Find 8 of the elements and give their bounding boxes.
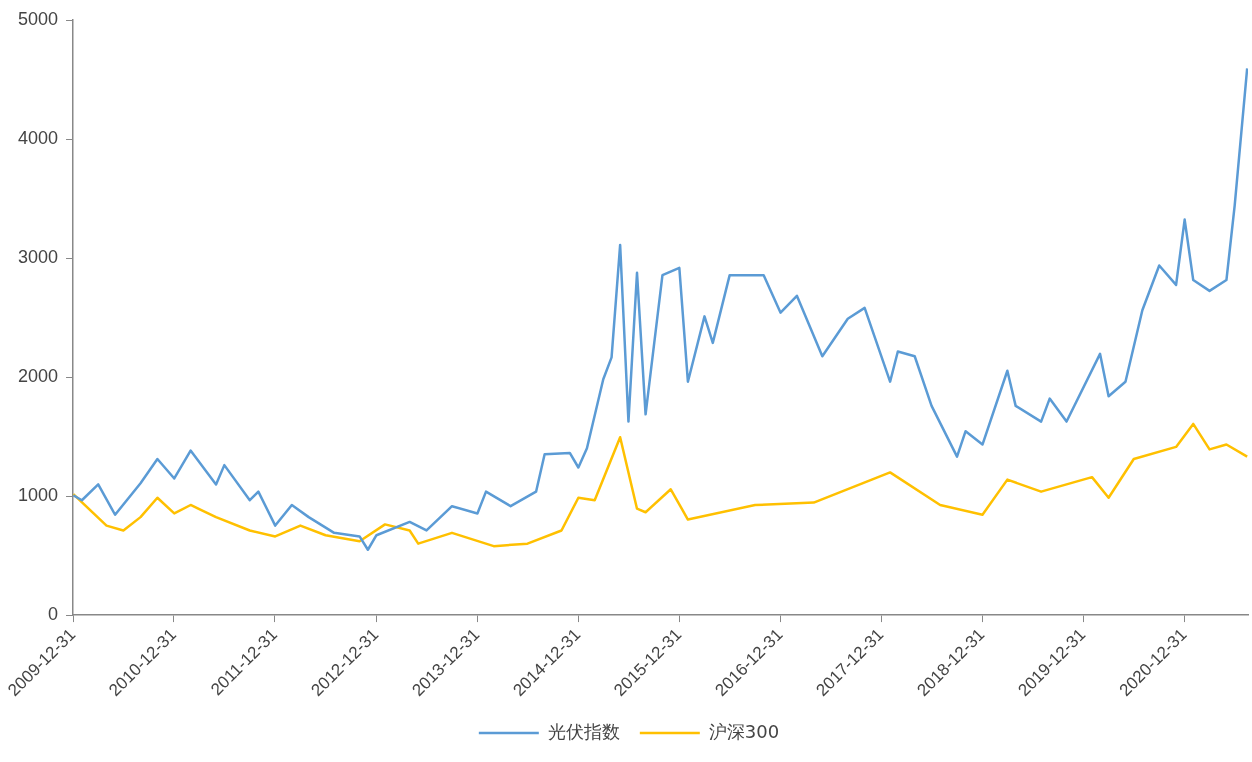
- legend-label: 光伏指数: [547, 720, 620, 742]
- y-tick-label: 2000: [18, 366, 59, 387]
- y-tick-label: 5000: [18, 8, 59, 29]
- y-tick-label: 1000: [18, 485, 59, 506]
- y-tick-label: 3000: [18, 247, 59, 267]
- y-tick-label: 4000: [18, 127, 59, 148]
- y-tick-label: 0: [48, 604, 59, 625]
- legend-label: 沪深300: [708, 720, 780, 742]
